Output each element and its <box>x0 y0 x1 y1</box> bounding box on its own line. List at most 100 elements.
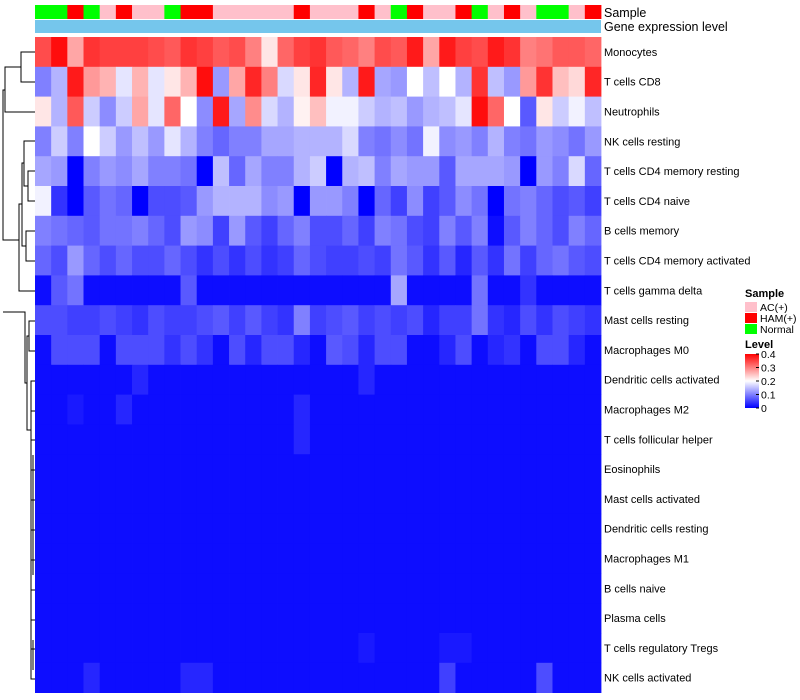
heatmap-cell <box>520 215 537 246</box>
heatmap-cell <box>471 245 489 276</box>
heatmap-cell <box>115 305 133 336</box>
row-dendrogram <box>2 51 35 680</box>
heatmap-cell <box>67 454 84 485</box>
heatmap-cell <box>115 37 133 68</box>
heatmap-cell <box>245 275 262 306</box>
heatmap-cell <box>552 573 570 604</box>
level-legend-label: 0 <box>761 403 767 415</box>
heatmap-cell <box>455 484 473 515</box>
heatmap-cell <box>584 484 602 515</box>
heatmap-cell <box>342 573 359 604</box>
heatmap-cell <box>164 126 181 157</box>
row-label: Macrophages M1 <box>604 554 689 566</box>
heatmap-cell <box>552 245 570 276</box>
heatmap-cell <box>439 484 456 515</box>
heatmap-cell <box>83 215 101 246</box>
heatmap-cell <box>212 513 230 544</box>
heatmap-cell <box>148 156 165 187</box>
heatmap-cell <box>164 633 181 664</box>
heatmap-cell <box>293 126 311 157</box>
heatmap-cell <box>67 633 84 664</box>
heatmap-cell <box>180 662 198 693</box>
heatmap-cell <box>439 603 456 634</box>
sample-annotation-cell <box>99 5 117 19</box>
heatmap-cell <box>406 275 424 306</box>
heatmap-cell <box>261 126 278 157</box>
heatmap-cell <box>132 275 149 306</box>
heatmap-cell <box>277 37 295 68</box>
heatmap-cell <box>261 186 278 217</box>
heatmap-cell <box>536 186 553 217</box>
heatmap-cell <box>439 424 456 455</box>
heatmap-cell <box>568 603 586 634</box>
heatmap-cell <box>503 245 521 276</box>
heatmap-cell <box>487 424 505 455</box>
heatmap-cell <box>51 215 68 246</box>
heatmap-cell <box>503 186 521 217</box>
sample-annotation-cell <box>309 5 327 19</box>
heatmap-cell <box>293 454 311 485</box>
level-legend-label: 0.2 <box>761 376 776 388</box>
heatmap-cell <box>180 96 198 127</box>
heatmap-cell <box>164 394 181 425</box>
row-label: B cells memory <box>604 226 680 238</box>
heatmap-cell <box>326 96 343 127</box>
heatmap-cell <box>536 305 553 336</box>
heatmap-cell <box>439 662 456 693</box>
heatmap-cell <box>196 633 214 664</box>
heatmap-cell <box>261 424 278 455</box>
heatmap-cell <box>132 543 149 574</box>
heatmap-cell <box>180 484 198 515</box>
heatmap-cell <box>487 275 505 306</box>
heatmap-cell <box>358 305 375 336</box>
heatmap-cell <box>277 186 295 217</box>
heatmap-cell <box>423 424 440 455</box>
heatmap-cell <box>164 424 181 455</box>
heatmap-cell <box>552 662 570 693</box>
heatmap-cell <box>342 484 359 515</box>
heatmap-cell <box>423 394 440 425</box>
sample-annotation-cell <box>358 5 375 19</box>
heatmap-cell <box>83 603 101 634</box>
heatmap-cell <box>326 215 343 246</box>
row-label: Macrophages M2 <box>604 405 689 417</box>
heatmap-cell <box>277 245 295 276</box>
heatmap-cell <box>423 305 440 336</box>
heatmap-cell <box>390 543 408 574</box>
heatmap-cell <box>148 364 165 395</box>
heatmap-cell <box>520 364 537 395</box>
heatmap-cell <box>390 573 408 604</box>
heatmap-cell <box>568 484 586 515</box>
level-legend-label: 0.3 <box>761 363 776 375</box>
heatmap-cell <box>245 484 262 515</box>
heatmap-cell <box>326 394 343 425</box>
heatmap-cell <box>374 603 392 634</box>
heatmap-cell <box>196 543 214 574</box>
heatmap-cell <box>503 543 521 574</box>
heatmap-cell <box>471 335 489 366</box>
heatmap-cell <box>277 513 295 544</box>
heatmap-cell <box>277 96 295 127</box>
heatmap-cell <box>115 275 133 306</box>
heatmap-cell <box>148 662 165 693</box>
heatmap-cell <box>245 215 262 246</box>
heatmap-cell <box>164 662 181 693</box>
heatmap-cell <box>229 186 246 217</box>
heatmap-cell <box>326 335 343 366</box>
heatmap-cell <box>309 573 327 604</box>
heatmap-cell <box>520 662 537 693</box>
heatmap-cell <box>552 335 570 366</box>
heatmap-cell <box>342 186 359 217</box>
heatmap-cell <box>293 305 311 336</box>
heatmap-cell <box>67 543 84 574</box>
heatmap-cell <box>229 364 246 395</box>
heatmap-cell <box>439 394 456 425</box>
heatmap-cell <box>455 245 473 276</box>
sample-annotation-cell <box>423 5 440 19</box>
heatmap-cell <box>358 424 375 455</box>
heatmap-cell <box>99 424 117 455</box>
heatmap-cell <box>83 335 101 366</box>
heatmap-cell <box>35 335 52 366</box>
heatmap-cell <box>390 245 408 276</box>
heatmap-cell <box>309 275 327 306</box>
